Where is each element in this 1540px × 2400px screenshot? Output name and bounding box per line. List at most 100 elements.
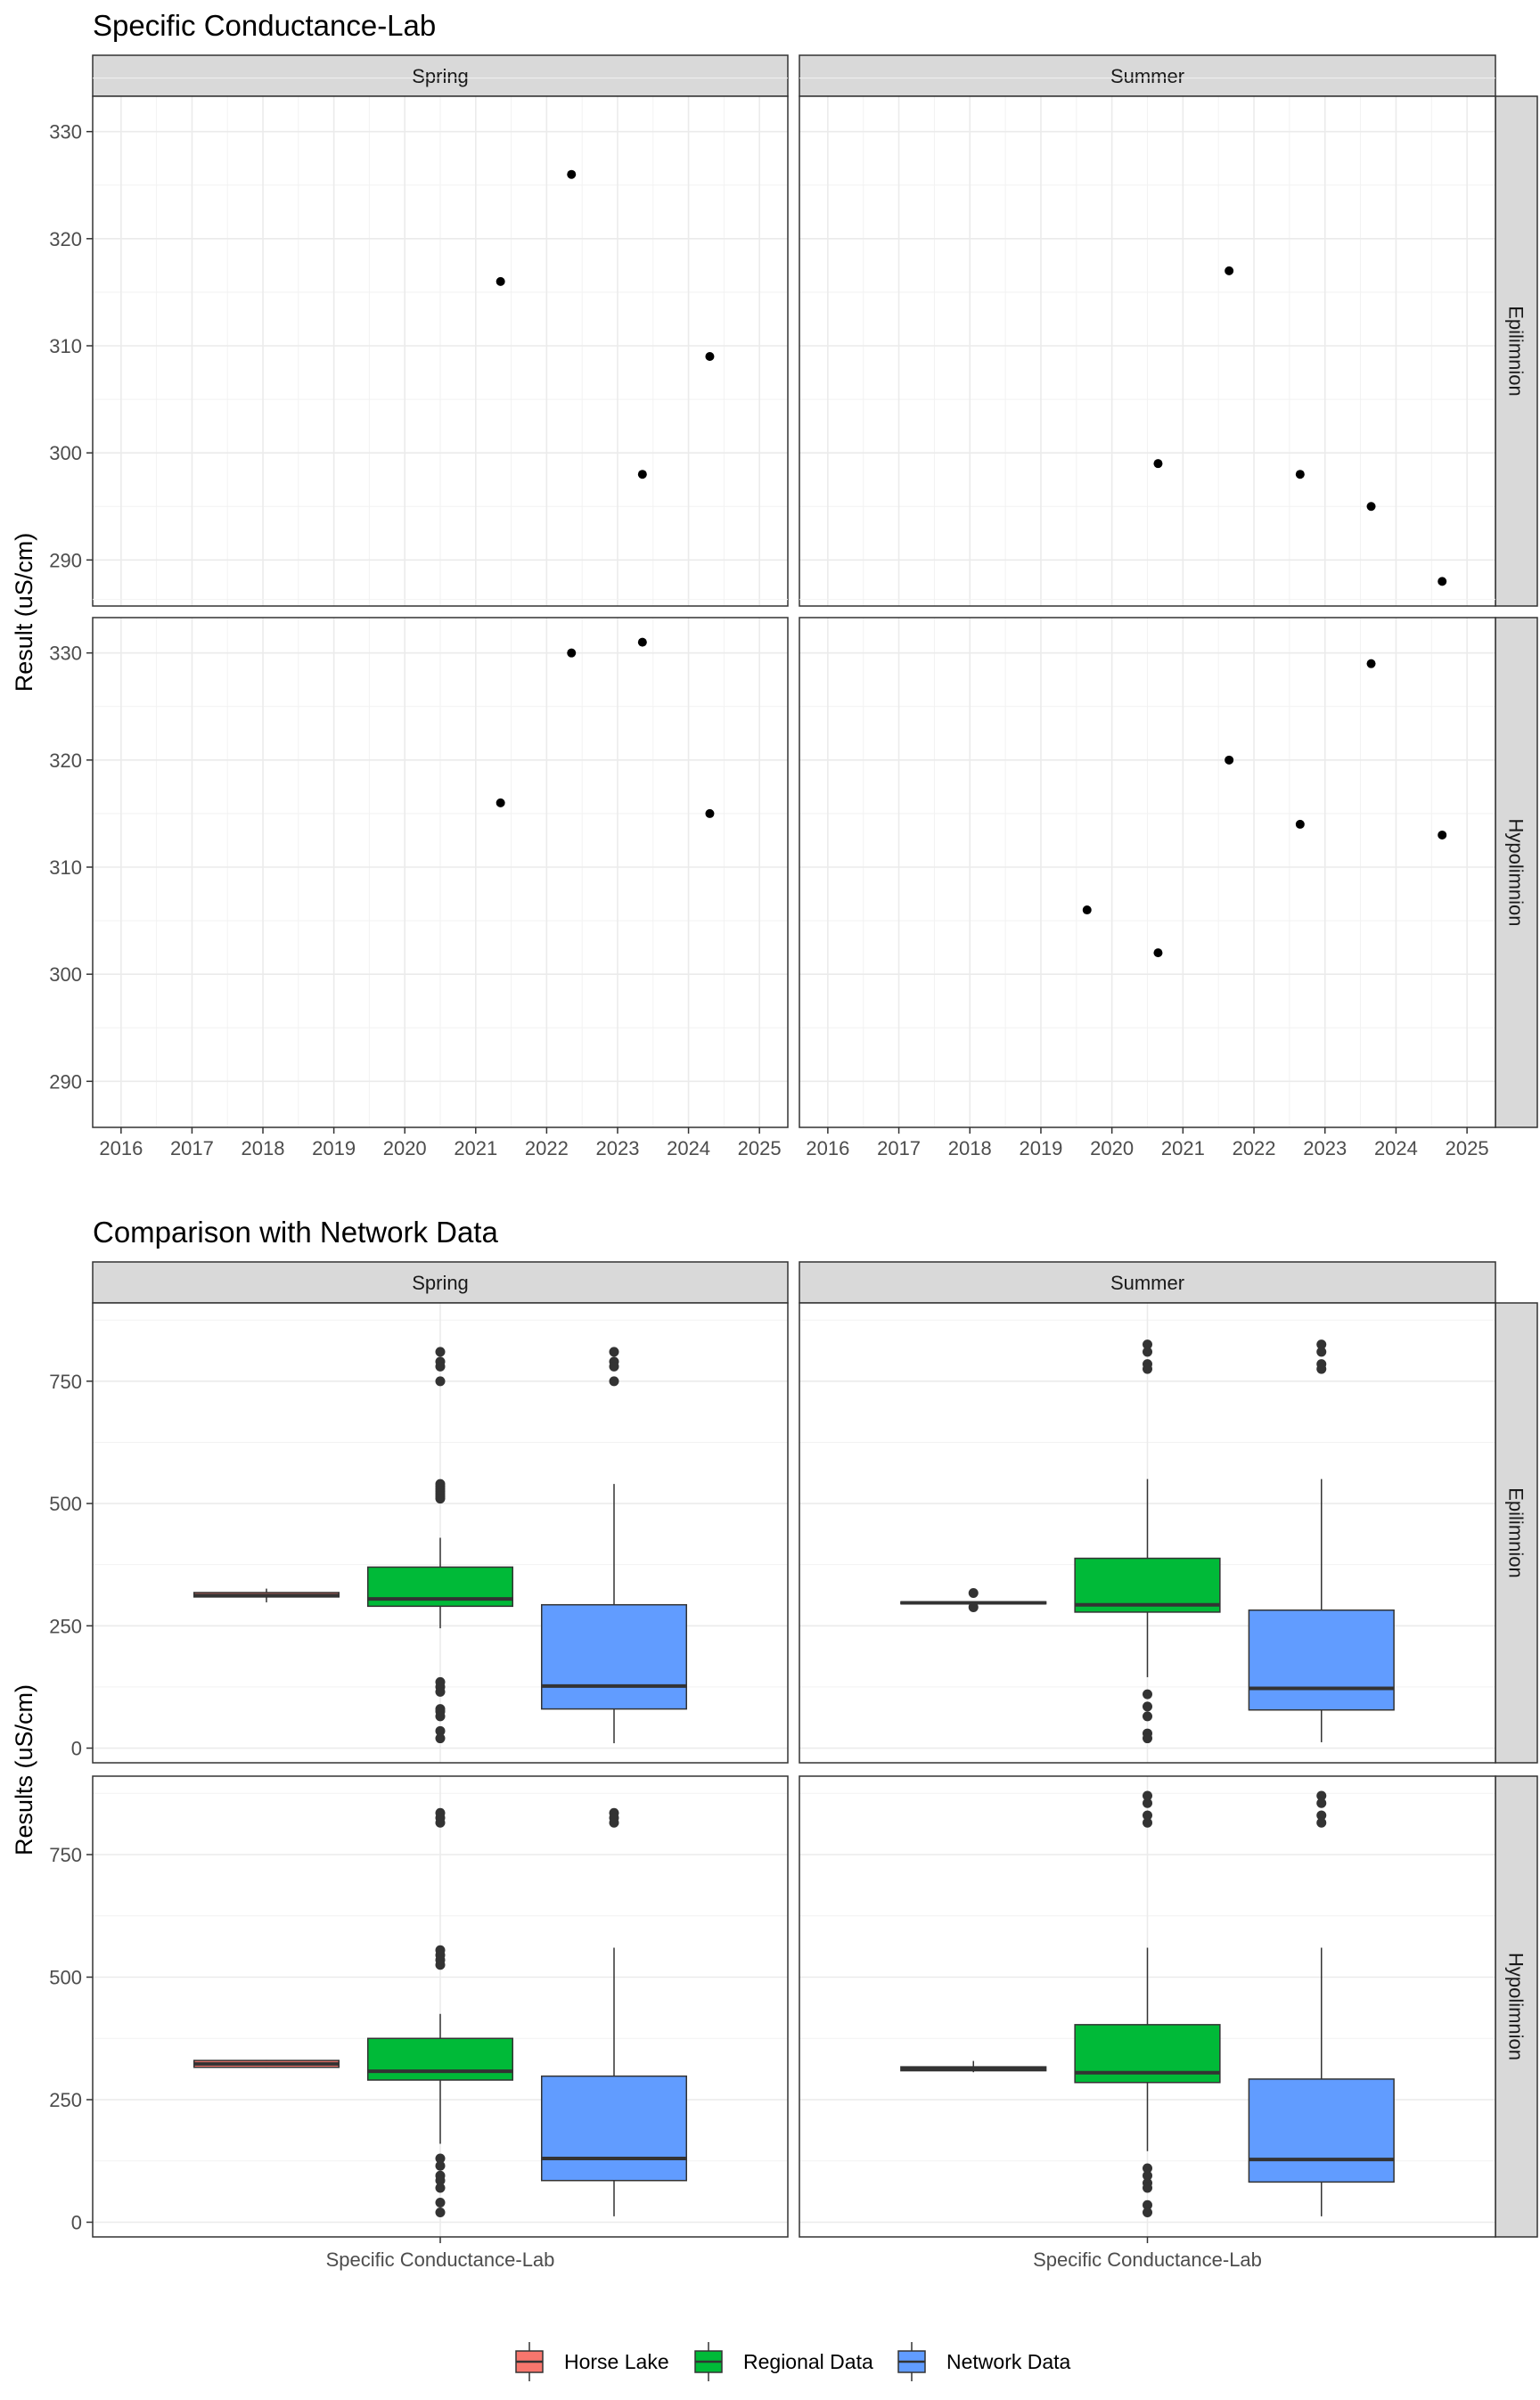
outlier-point [1143, 2199, 1152, 2210]
data-point [496, 276, 505, 286]
data-point [705, 352, 715, 362]
data-point [1153, 459, 1163, 469]
y-tick-label: 300 [49, 963, 82, 986]
x-tick-label: 2025 [738, 1137, 782, 1159]
box-regional-data [367, 1807, 513, 2217]
outlier-point [1143, 1711, 1152, 1722]
x-tick-label: 2018 [948, 1137, 992, 1159]
y-tick-label: 310 [49, 856, 82, 879]
x-tick-label: 2018 [242, 1137, 285, 1159]
x-tick-label: 2017 [170, 1137, 214, 1159]
box-network-data-iqr [541, 2075, 687, 2182]
outlier-point [1316, 1817, 1327, 1828]
outlier-point [609, 1347, 619, 1357]
chart2-title: Comparison with Network Data [93, 1216, 498, 1249]
x-tick-label: 2021 [454, 1137, 497, 1159]
chart1-y-axis-title: Result (uS/cm) [11, 533, 37, 692]
y-tick-label: 290 [49, 1070, 82, 1093]
outlier-point [435, 1725, 446, 1736]
x-tick-label: 2025 [1446, 1137, 1489, 1159]
chart1-strip-label-epilimnion: Epilimnion [1505, 306, 1528, 397]
box-network-data [541, 1807, 687, 2216]
data-point [1225, 266, 1234, 275]
chart2-strip-summer [799, 1261, 1496, 1304]
data-point [1438, 830, 1447, 840]
x-tick-label: 2023 [1303, 1137, 1347, 1159]
outlier-point [435, 1817, 446, 1828]
outlier-point [435, 1361, 446, 1372]
data-point [1295, 819, 1305, 829]
x-tick-label: 2022 [525, 1137, 569, 1159]
x-tick-label: 2021 [1161, 1137, 1205, 1159]
outlier-point [435, 2160, 446, 2171]
legend-item-network-data: Network Data [897, 2342, 1071, 2381]
box-network-data-iqr [1248, 1609, 1395, 1711]
box-horse-lake [193, 2060, 340, 2068]
outlier-point [435, 1347, 446, 1357]
y-tick-label: 320 [49, 228, 82, 250]
legend-label: Regional Data [743, 2350, 873, 2373]
chart1-title: Specific Conductance-Lab [93, 9, 436, 42]
y-tick-label: 320 [49, 749, 82, 772]
outlier-point [435, 1376, 446, 1387]
chart1-strip-label-summer: Summer [1110, 65, 1184, 87]
chart1-strip-label-hypolimnion: Hypolimnion [1505, 818, 1528, 926]
outlier-point [1143, 1701, 1152, 1712]
box-horse-lake [900, 1588, 1047, 1612]
data-point [1366, 502, 1376, 512]
outlier-point [1316, 1798, 1327, 1808]
outlier-point [1143, 2208, 1152, 2217]
y-tick-label: 300 [49, 442, 82, 464]
y-tick-label: 500 [49, 1493, 82, 1515]
legend: Horse Lake Regional Data Network Data [515, 2342, 1071, 2381]
x-tick-label: Specific Conductance-Lab [326, 2248, 555, 2271]
data-point [637, 637, 647, 647]
chart2-y-axis-title: Results (uS/cm) [11, 1684, 37, 1855]
outlier-point [609, 1361, 619, 1372]
scatter-panel-spring-hypolimnion-border [92, 617, 789, 1128]
y-tick-label: 310 [49, 335, 82, 357]
box-regional-data [1074, 1339, 1221, 1744]
y-tick-label: 0 [71, 1738, 82, 1760]
outlier-point [1143, 1817, 1152, 1828]
outlier-point [435, 1711, 446, 1722]
box-network-data [1248, 1339, 1395, 1742]
outlier-point [1316, 1347, 1327, 1357]
chart2-strip-label-hypolimnion: Hypolimnion [1505, 1953, 1528, 2060]
x-tick-label: 2023 [596, 1137, 640, 1159]
chart2-strip-spring [92, 1261, 789, 1304]
data-point [1225, 755, 1234, 765]
data-point [567, 648, 577, 658]
outlier-point [435, 2175, 446, 2186]
chart1-strip-epilimnion [1495, 95, 1538, 607]
scatter-panel-spring-hypolimnion [92, 599, 789, 1128]
y-tick-label: 330 [49, 643, 82, 665]
outlier-point [435, 1733, 446, 1744]
outlier-point [1143, 2163, 1152, 2174]
y-tick-label: 290 [49, 549, 82, 571]
outlier-point [435, 1686, 446, 1697]
data-point [567, 169, 577, 179]
outlier-point [609, 1376, 619, 1387]
chart1-strip-label-spring: Spring [412, 65, 469, 87]
outlier-point [435, 2198, 446, 2208]
outlier-point [609, 1817, 619, 1828]
scatter-panel-spring-epilimnion [92, 78, 789, 607]
outlier-point [1316, 1364, 1327, 1374]
y-tick-label: 750 [49, 1844, 82, 1866]
legend-item-horse-lake: Horse Lake [515, 2342, 669, 2381]
data-point [1438, 577, 1447, 586]
outlier-point [1316, 1810, 1327, 1821]
scatter-panel-summer-hypolimnion [799, 599, 1496, 1128]
box-panel-spring-epilimnion [92, 1302, 789, 1764]
outlier-point [1143, 1810, 1152, 1821]
outlier-point [1143, 1733, 1152, 1744]
data-point [1366, 659, 1376, 668]
outlier-point [1143, 1347, 1152, 1357]
chart2-strip-label-epilimnion: Epilimnion [1505, 1487, 1528, 1578]
outlier-point [1143, 2183, 1152, 2193]
outlier-point [1143, 1364, 1152, 1374]
scatter-panel-summer-hypolimnion-border [799, 617, 1496, 1128]
box-panel-spring-epilimnion-border [92, 1302, 789, 1764]
chart2-strip-epilimnion [1495, 1302, 1538, 1764]
